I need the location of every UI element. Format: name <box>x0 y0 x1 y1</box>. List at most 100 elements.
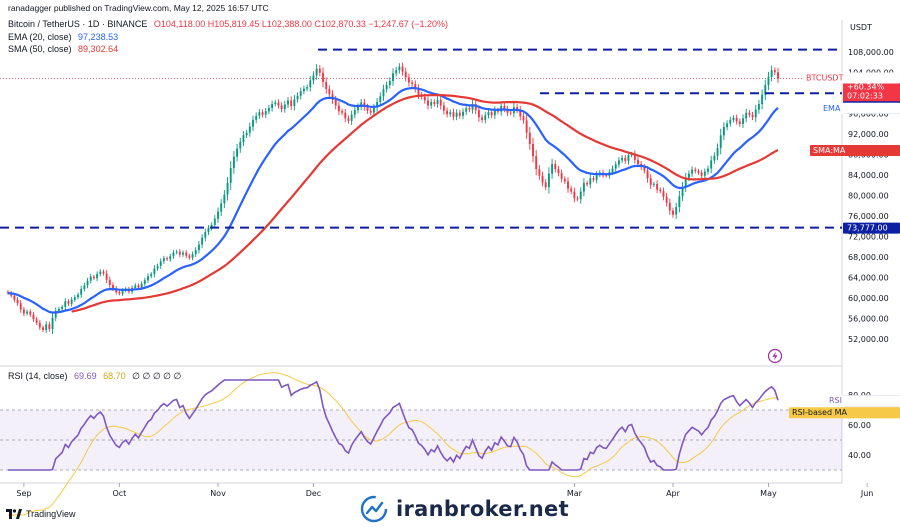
candle <box>487 109 490 119</box>
symbol-title: Bitcoin / TetherUS · 1D · BINANCE <box>8 19 148 29</box>
candle <box>169 253 172 262</box>
candle <box>118 290 121 296</box>
time-tick-label: Apr <box>666 489 681 498</box>
candle <box>77 292 79 300</box>
rsi-pane[interactable] <box>0 367 842 482</box>
candle <box>239 137 242 153</box>
chart-line-logo-icon <box>360 495 388 523</box>
candle <box>67 299 70 306</box>
candle <box>306 84 309 92</box>
candle <box>477 105 480 122</box>
sma-name-tag: SMA:MA <box>810 145 900 157</box>
rsi-legend[interactable]: RSI (14, close) 69.69 68.70 ∅ ∅ ∅ ∅ ∅ <box>8 371 181 382</box>
candle <box>665 192 668 207</box>
candle <box>102 269 105 276</box>
candle <box>248 122 251 137</box>
candle <box>80 285 83 298</box>
candle <box>255 112 258 124</box>
candle <box>777 67 779 83</box>
sma-legend-value: 89,302.64 <box>78 44 119 54</box>
candle <box>217 207 219 223</box>
sma-legend-label: SMA (50, close) <box>8 44 72 54</box>
candle <box>541 171 544 187</box>
candle <box>245 129 248 139</box>
candle <box>232 151 235 174</box>
candle <box>662 187 665 201</box>
ema-legend[interactable]: EMA (20, close) 97,238.53 <box>8 32 118 43</box>
axis-currency-label: USDT <box>850 23 872 32</box>
candle <box>738 118 741 127</box>
candle <box>557 165 560 177</box>
candle <box>385 81 388 93</box>
price-tick-label: 84,000.00 <box>848 171 889 180</box>
candle <box>579 187 582 204</box>
candle <box>185 250 188 259</box>
rsi-tick-label: 60.00 <box>848 421 871 430</box>
lightning-icon[interactable] <box>767 348 783 364</box>
candle <box>672 207 674 218</box>
candle <box>70 297 73 307</box>
candle <box>694 167 697 174</box>
candle <box>710 155 713 174</box>
tradingview-text: TradingView <box>26 509 76 519</box>
candle <box>201 233 204 249</box>
candle <box>61 304 64 311</box>
candle <box>414 80 417 93</box>
candle <box>178 249 181 258</box>
candle <box>506 105 509 116</box>
time-axis-ticks[interactable]: Sep Oct Nov Dec Mar Apr May Jun <box>16 483 873 498</box>
candle <box>267 105 270 115</box>
candle <box>99 269 102 277</box>
rsi-tick-label: 40.00 <box>848 451 871 460</box>
candle <box>302 85 305 95</box>
price-tick-label: 56,000.00 <box>848 315 889 324</box>
candle <box>754 104 757 122</box>
ohlc-values: O104,118.00 H105,819.45 L102,388.00 C102… <box>153 19 448 29</box>
candle <box>761 89 764 110</box>
candle <box>767 71 770 91</box>
candle <box>236 143 239 162</box>
candle <box>516 104 519 114</box>
price-pane[interactable] <box>0 20 842 365</box>
candle <box>143 277 146 287</box>
candle <box>538 165 541 180</box>
candle <box>395 66 398 77</box>
horizontal-levels[interactable] <box>0 48 842 229</box>
candle <box>468 105 471 113</box>
price-tick-label: 52,000.00 <box>848 335 889 344</box>
candle <box>455 109 458 121</box>
candle <box>51 312 54 335</box>
candle <box>633 150 636 164</box>
candle <box>264 107 267 118</box>
candle <box>26 309 29 316</box>
candle <box>350 110 353 126</box>
candle <box>22 306 25 317</box>
candle <box>436 96 439 108</box>
candle <box>439 95 442 110</box>
symbol-legend[interactable]: Bitcoin / TetherUS · 1D · BINANCE O104,1… <box>8 19 448 30</box>
candle <box>19 299 22 313</box>
candle <box>621 155 624 164</box>
candle <box>210 222 213 231</box>
candle <box>401 62 404 76</box>
candle <box>271 100 274 112</box>
candle <box>258 108 261 120</box>
candle <box>446 107 449 118</box>
candle <box>341 108 344 116</box>
tradingview-logo[interactable]: TradingView <box>6 509 76 519</box>
candle <box>509 110 512 116</box>
time-tick-label: Mar <box>567 489 583 498</box>
sma-legend[interactable]: SMA (50, close) 89,302.64 <box>8 44 118 55</box>
candle <box>773 67 776 76</box>
candle <box>576 196 579 202</box>
rsi-ma-line <box>8 372 779 516</box>
price-tick-label: 92,000.00 <box>848 130 889 139</box>
candle <box>156 263 159 271</box>
candle <box>649 174 652 189</box>
candle <box>150 272 153 279</box>
candle <box>166 256 169 262</box>
candle <box>159 258 162 269</box>
publisher-line: ranadagger published on TradingView.com,… <box>8 3 269 13</box>
rsi-line <box>8 379 779 471</box>
